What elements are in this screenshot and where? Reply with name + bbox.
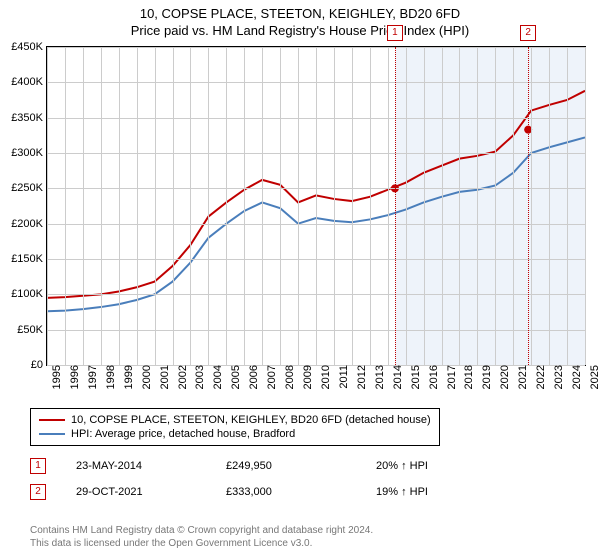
x-axis-label: 2013 bbox=[370, 365, 386, 389]
x-axis-label: 1999 bbox=[119, 365, 135, 389]
sale-date: 29-OCT-2021 bbox=[76, 486, 196, 498]
plot-area: £0£50K£100K£150K£200K£250K£300K£350K£400… bbox=[46, 46, 586, 366]
x-axis-label: 2016 bbox=[424, 365, 440, 389]
x-axis-label: 2010 bbox=[316, 365, 332, 389]
sale-delta: 19% ↑ HPI bbox=[376, 486, 496, 498]
y-axis-label: £50K bbox=[17, 324, 47, 336]
y-axis-label: £350K bbox=[11, 112, 47, 124]
x-axis-label: 2007 bbox=[262, 365, 278, 389]
x-axis-label: 2017 bbox=[442, 365, 458, 389]
x-axis-label: 2012 bbox=[352, 365, 368, 389]
x-axis-label: 2003 bbox=[190, 365, 206, 389]
legend-row: 10, COPSE PLACE, STEETON, KEIGHLEY, BD20… bbox=[39, 413, 431, 427]
y-axis-label: £450K bbox=[11, 41, 47, 53]
x-axis-label: 2015 bbox=[406, 365, 422, 389]
chart-container: 10, COPSE PLACE, STEETON, KEIGHLEY, BD20… bbox=[0, 0, 600, 560]
chart-subtitle: Price paid vs. HM Land Registry's House … bbox=[0, 21, 600, 38]
sale-delta: 20% ↑ HPI bbox=[376, 460, 496, 472]
y-axis-label: £0 bbox=[31, 359, 47, 371]
sale-row-2: 2 29-OCT-2021 £333,000 19% ↑ HPI bbox=[30, 484, 496, 500]
y-axis-label: £100K bbox=[11, 288, 47, 300]
footer-line-2: This data is licensed under the Open Gov… bbox=[30, 537, 373, 550]
y-axis-label: £400K bbox=[11, 76, 47, 88]
x-axis-label: 2008 bbox=[280, 365, 296, 389]
x-axis-label: 1995 bbox=[47, 365, 63, 389]
x-axis-label: 2002 bbox=[173, 365, 189, 389]
sale-date: 23-MAY-2014 bbox=[76, 460, 196, 472]
chart-title: 10, COPSE PLACE, STEETON, KEIGHLEY, BD20… bbox=[0, 0, 600, 21]
sale-price: £249,950 bbox=[226, 460, 346, 472]
x-axis-label: 2023 bbox=[549, 365, 565, 389]
sale-marker-badge: 2 bbox=[520, 25, 536, 41]
sale-row-1: 1 23-MAY-2014 £249,950 20% ↑ HPI bbox=[30, 458, 496, 474]
legend-label: HPI: Average price, detached house, Brad… bbox=[71, 428, 295, 440]
x-axis-label: 2011 bbox=[334, 365, 350, 389]
x-axis-label: 2025 bbox=[585, 365, 600, 389]
sale-index-badge: 2 bbox=[30, 484, 46, 500]
x-axis-label: 1998 bbox=[101, 365, 117, 389]
sale-price: £333,000 bbox=[226, 486, 346, 498]
x-axis-label: 2019 bbox=[477, 365, 493, 389]
y-axis-label: £200K bbox=[11, 218, 47, 230]
footer-attribution: Contains HM Land Registry data © Crown c… bbox=[30, 524, 373, 550]
y-axis-label: £300K bbox=[11, 147, 47, 159]
x-axis-label: 2006 bbox=[244, 365, 260, 389]
y-axis-label: £250K bbox=[11, 182, 47, 194]
legend-row: HPI: Average price, detached house, Brad… bbox=[39, 427, 431, 441]
x-axis-label: 2001 bbox=[155, 365, 171, 389]
sale-marker-badge: 1 bbox=[387, 25, 403, 41]
x-axis-label: 2020 bbox=[495, 365, 511, 389]
x-axis-label: 2005 bbox=[226, 365, 242, 389]
sale-index-badge: 1 bbox=[30, 458, 46, 474]
x-axis-label: 2024 bbox=[567, 365, 583, 389]
legend: 10, COPSE PLACE, STEETON, KEIGHLEY, BD20… bbox=[30, 408, 440, 446]
x-axis-label: 1996 bbox=[65, 365, 81, 389]
x-axis-label: 2000 bbox=[137, 365, 153, 389]
x-axis-label: 2021 bbox=[513, 365, 529, 389]
footer-line-1: Contains HM Land Registry data © Crown c… bbox=[30, 524, 373, 537]
legend-label: 10, COPSE PLACE, STEETON, KEIGHLEY, BD20… bbox=[71, 414, 431, 426]
x-axis-label: 2004 bbox=[208, 365, 224, 389]
x-axis-label: 2014 bbox=[388, 365, 404, 389]
x-axis-label: 2009 bbox=[298, 365, 314, 389]
x-axis-label: 1997 bbox=[83, 365, 99, 389]
x-axis-label: 2018 bbox=[459, 365, 475, 389]
y-axis-label: £150K bbox=[11, 253, 47, 265]
x-axis-label: 2022 bbox=[531, 365, 547, 389]
